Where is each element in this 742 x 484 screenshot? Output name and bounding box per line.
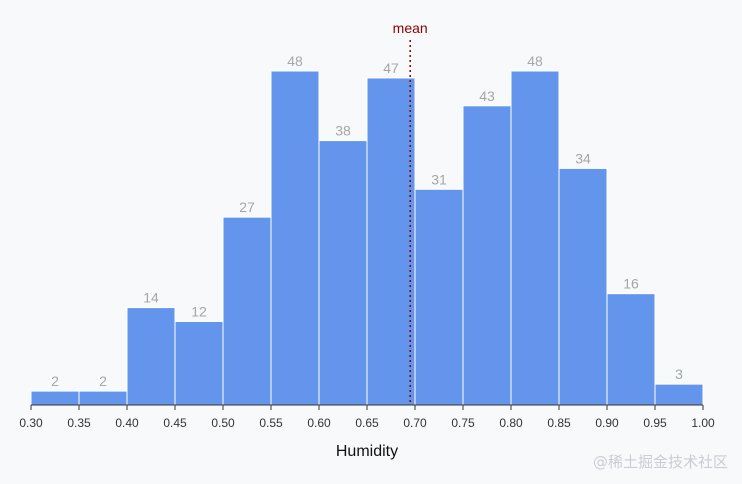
bar-value-label: 34: [575, 150, 591, 166]
bar-value-label: 31: [431, 171, 447, 187]
bars-layer: [30, 70, 704, 406]
bar-value-label: 16: [623, 276, 639, 292]
histogram-bar: [126, 307, 176, 406]
bar-value-label: 2: [51, 373, 59, 389]
x-tick-label: 0.45: [163, 416, 187, 430]
x-tick-label: 0.95: [643, 416, 667, 430]
watermark: @稀土掘金技术社区: [592, 453, 728, 471]
histogram-bar: [30, 390, 80, 406]
histogram-bar: [366, 77, 416, 406]
bar-value-label: 38: [335, 123, 351, 139]
x-tick-label: 0.90: [595, 416, 619, 430]
x-tick-label: 0.65: [355, 416, 379, 430]
x-tick-label: 0.40: [115, 416, 139, 430]
histogram-bar: [318, 140, 368, 406]
bar-value-label: 12: [191, 304, 207, 320]
histogram-bar: [462, 105, 512, 406]
x-tick-label: 0.35: [67, 416, 91, 430]
histogram-bar: [510, 70, 560, 406]
x-tick-label: 0.55: [259, 416, 283, 430]
histogram-bar: [270, 70, 320, 406]
bar-value-label: 27: [239, 199, 255, 215]
bar-value-label: 14: [143, 290, 159, 306]
bar-value-label: 47: [383, 60, 399, 76]
x-tick-label: 0.85: [547, 416, 571, 430]
x-axis: 0.30 0.35 0.40 0.45 0.50 0.55 0.60 0.65 0.70 0.75…: [19, 404, 715, 430]
bar-value-label: 48: [527, 53, 543, 69]
x-tick-label: 0.75: [451, 416, 475, 430]
histogram-bar: [654, 383, 704, 406]
x-tick-label: 1.00: [691, 416, 715, 430]
histogram-bar: [78, 390, 128, 406]
bar-value-label: 48: [287, 53, 303, 69]
mean-label: mean: [393, 20, 428, 36]
bar-value-label: 3: [675, 366, 683, 382]
x-tick-label: 0.50: [211, 416, 235, 430]
x-tick-label: 0.80: [499, 416, 523, 430]
histogram-bar: [174, 321, 224, 406]
histogram-bar: [222, 216, 272, 406]
x-tick-label: 0.70: [403, 416, 427, 430]
bar-value-label: 2: [99, 373, 107, 389]
x-tick-label: 0.30: [19, 416, 43, 430]
histogram-bar: [606, 293, 656, 406]
histogram-bar: [414, 188, 464, 406]
x-axis-title: Humidity: [336, 443, 398, 460]
bar-value-label: 43: [479, 88, 495, 104]
value-labels-layer: 2 2 14 12 27 48 38 47 31 43 48 34 16 3: [51, 53, 683, 389]
mean-marker: mean: [393, 20, 428, 405]
x-tick-label: 0.60: [307, 416, 331, 430]
histogram-bar: [558, 167, 608, 406]
